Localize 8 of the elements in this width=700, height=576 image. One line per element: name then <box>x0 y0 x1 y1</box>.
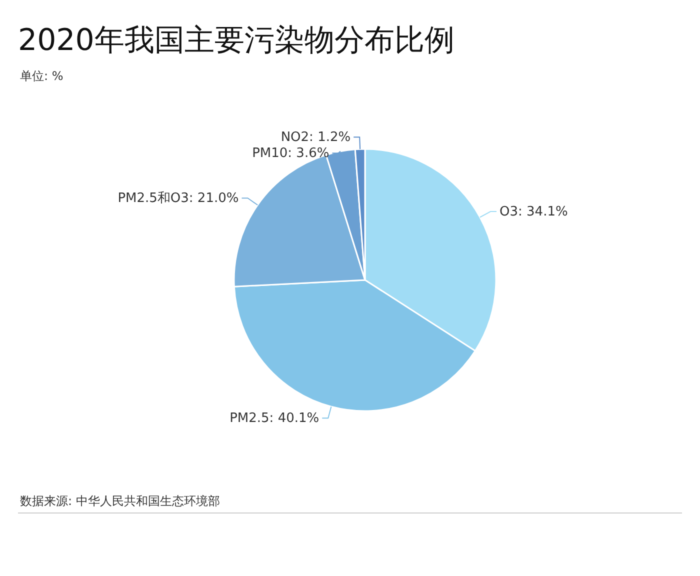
slice-label: PM10: 3.6% <box>252 146 330 162</box>
slice-label: NO2: 1.2% <box>280 130 351 146</box>
slice-label: O3: 34.1% <box>500 204 568 220</box>
source-note: 数据来源: 中华人民共和国生态环境部 <box>20 494 220 508</box>
slice-label: PM2.5: 40.1% <box>230 411 320 426</box>
slice-label: PM2.5和O3: 21.0% <box>118 191 239 206</box>
chart-subtitle: 单位: % <box>20 69 64 83</box>
chart-title: 2020年我国主要污染物分布比例 <box>18 23 454 58</box>
